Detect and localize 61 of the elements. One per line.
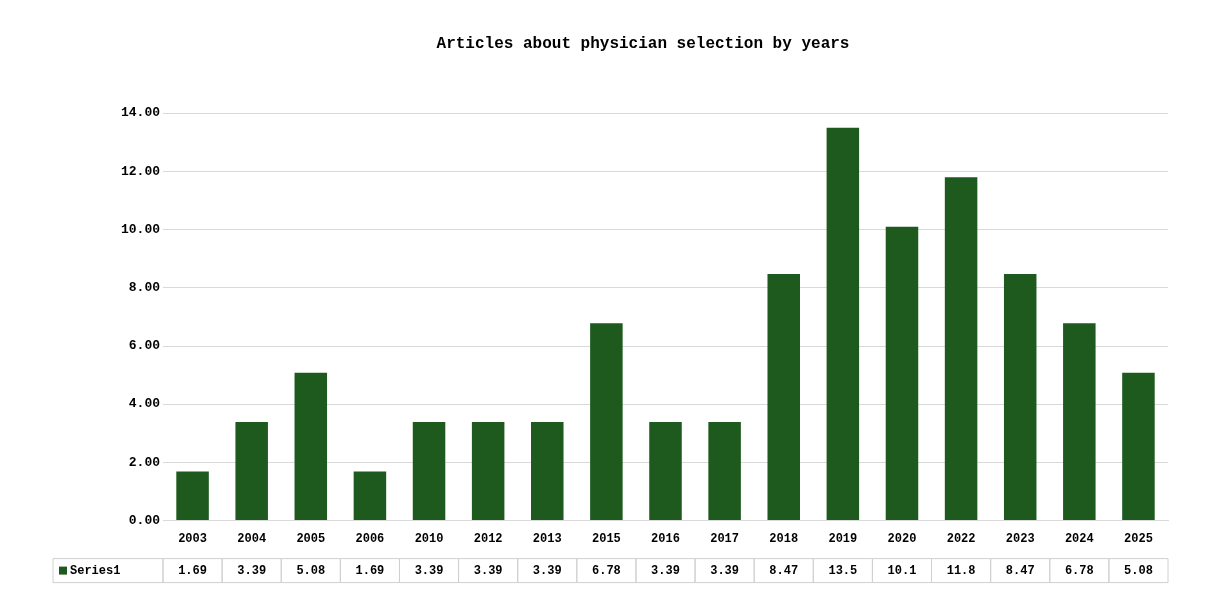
y-tick-label: 4.00 xyxy=(128,396,161,412)
data-label: 5.08 xyxy=(1124,563,1153,578)
chart-title: Articles about physician selection by years xyxy=(436,34,850,53)
data-label: 3.39 xyxy=(710,563,740,578)
data-label: 6.78 xyxy=(591,563,621,578)
data-label: 1.69 xyxy=(178,563,207,578)
data-label: 3.39 xyxy=(237,563,267,578)
bar xyxy=(235,421,268,521)
bar xyxy=(531,421,564,521)
x-tick-label: 2024 xyxy=(1064,531,1094,546)
bar xyxy=(471,421,505,521)
data-label: 3.39 xyxy=(532,563,562,578)
y-tick-label: 14.00 xyxy=(120,105,161,121)
x-tick-label: 2005 xyxy=(296,531,326,546)
x-tick-label: 2006 xyxy=(355,531,385,546)
x-tick-label: 2018 xyxy=(769,531,799,546)
y-tick-label: 10.00 xyxy=(120,221,161,237)
data-label: 8.47 xyxy=(1005,563,1035,578)
data-label: 13.5 xyxy=(828,563,858,578)
x-tick-label: 2013 xyxy=(532,531,562,546)
y-tick-label: 6.00 xyxy=(128,338,161,354)
x-tick-label: 2022 xyxy=(946,531,976,546)
data-label: 11.8 xyxy=(946,563,976,578)
bar xyxy=(767,274,800,521)
bar xyxy=(944,177,978,521)
x-tick-label: 2025 xyxy=(1124,531,1153,546)
x-tick-label: 2017 xyxy=(710,531,740,546)
data-label: 8.47 xyxy=(769,563,799,578)
bar xyxy=(826,127,860,521)
x-tick-label: 2010 xyxy=(414,531,444,546)
data-label: 10.1 xyxy=(887,563,917,578)
x-tick-label: 2012 xyxy=(473,531,503,546)
x-tick-label: 2004 xyxy=(237,531,267,546)
data-label: 3.39 xyxy=(651,563,680,578)
data-label: 6.78 xyxy=(1064,563,1094,578)
bar xyxy=(1122,372,1155,521)
data-label: 3.39 xyxy=(473,563,503,578)
x-tick-label: 2023 xyxy=(1005,531,1035,546)
y-tick-label: 8.00 xyxy=(128,280,161,296)
y-tick-label: 0.00 xyxy=(128,512,161,528)
data-label: 3.39 xyxy=(414,563,444,578)
x-tick-label: 2020 xyxy=(887,531,917,546)
bar xyxy=(294,372,328,521)
bar xyxy=(649,421,682,521)
bar xyxy=(176,471,209,521)
x-tick-label: 2019 xyxy=(828,531,858,546)
x-tick-label: 2016 xyxy=(651,531,680,546)
bar xyxy=(708,421,741,521)
x-tick-label: 2003 xyxy=(178,531,207,546)
x-tick-label: 2015 xyxy=(591,531,621,546)
data-label: 5.08 xyxy=(296,563,326,578)
bar xyxy=(353,471,387,521)
data-label: 1.69 xyxy=(355,563,385,578)
bar xyxy=(412,421,446,521)
bar xyxy=(590,323,623,521)
y-tick-label: 2.00 xyxy=(128,454,161,470)
bar xyxy=(1003,274,1037,521)
y-tick-label: 12.00 xyxy=(120,163,161,179)
bar xyxy=(1063,323,1096,521)
bar xyxy=(885,226,919,521)
legend-label: Series1 xyxy=(70,563,121,578)
